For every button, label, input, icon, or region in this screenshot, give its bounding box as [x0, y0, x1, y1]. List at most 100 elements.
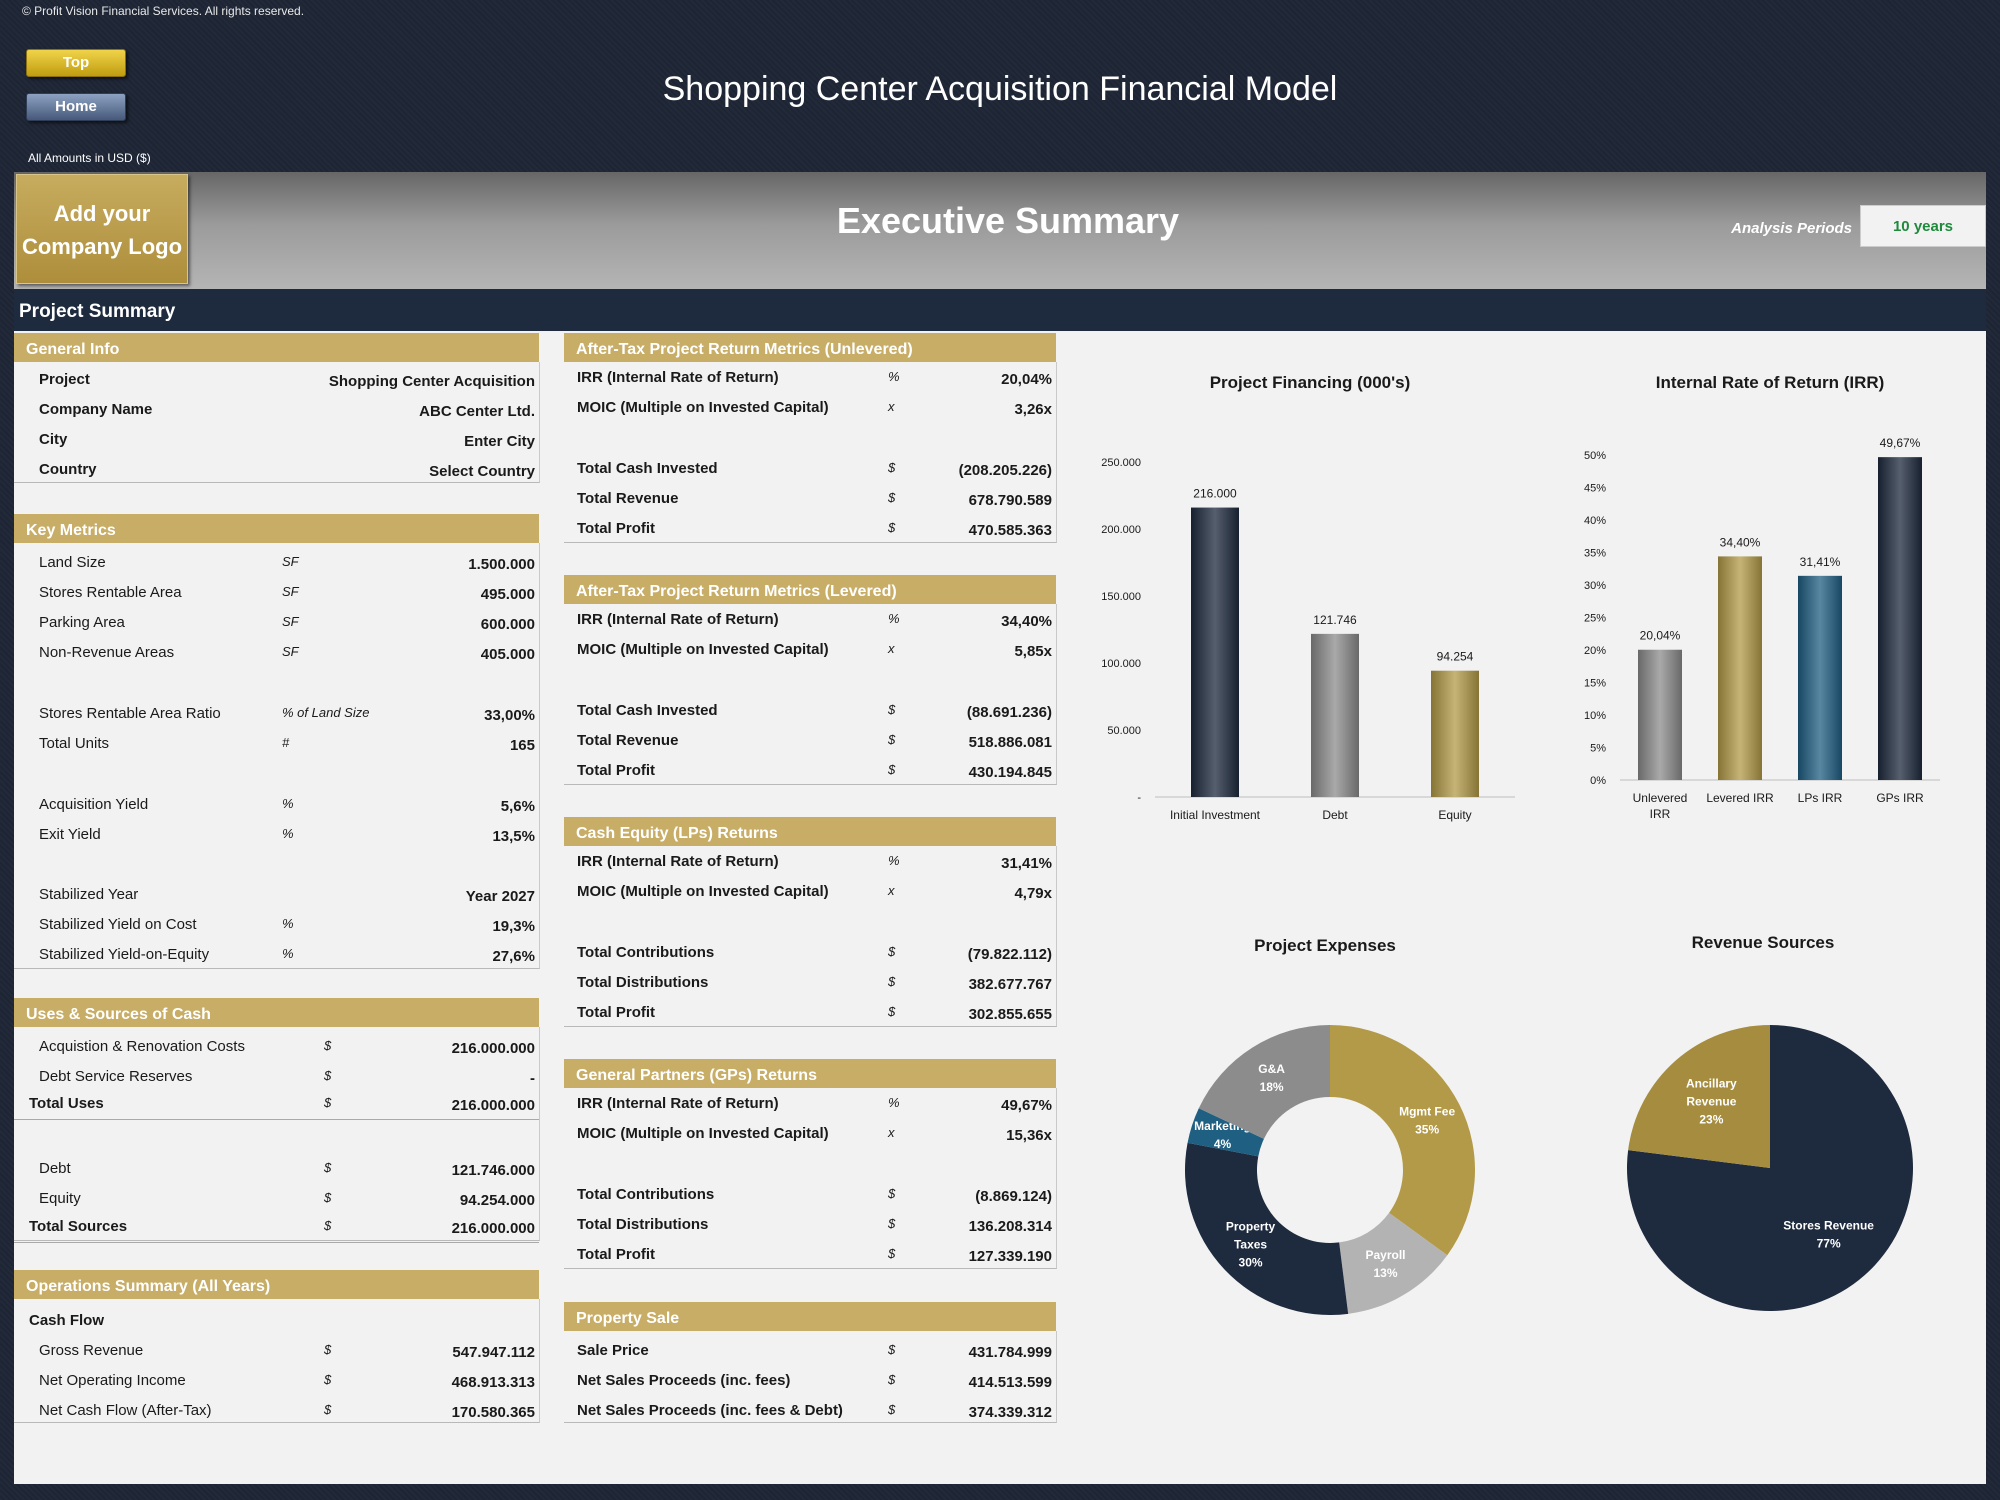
- gps-row-label: Total Contributions: [577, 1186, 715, 1203]
- analysis-periods-value[interactable]: 10 years: [1860, 205, 1986, 247]
- levered-row-value: 430.194.845: [968, 764, 1052, 781]
- slice-label: Stores Revenue: [1783, 1219, 1874, 1233]
- general-info-box: [14, 362, 540, 483]
- key-metrics-row-value: 165: [509, 737, 535, 754]
- property-sale-row-unit: $: [888, 1402, 896, 1417]
- unlevered-row-value: 678.790.589: [968, 492, 1052, 509]
- uses-sources-row-label: Equity: [39, 1190, 81, 1207]
- unlevered-row-unit: $: [888, 460, 896, 475]
- property-sale-row-label: Sale Price: [577, 1342, 649, 1359]
- uses-sources-row-unit: $: [324, 1068, 332, 1083]
- key-metrics-row-value: 1.500.000: [468, 556, 535, 573]
- key-metrics-row-unit: SF: [282, 554, 299, 569]
- slice-label: 13%: [1373, 1266, 1397, 1280]
- unlevered-header: After-Tax Project Return Metrics (Unleve…: [564, 333, 1056, 362]
- data-label: 49,67%: [1880, 436, 1921, 450]
- project-expenses-chart: Mgmt Fee35%Payroll13%PropertyTaxes30%Mar…: [1185, 1025, 1475, 1315]
- property-sale-header: Property Sale: [564, 1302, 1056, 1331]
- uses-sources-total-line: [14, 1119, 539, 1120]
- unlevered-row-label: Total Revenue: [577, 490, 679, 507]
- slice-marketing: [1187, 1108, 1264, 1157]
- general-info-row-label: City: [39, 431, 68, 448]
- key-metrics-row-value: 405.000: [480, 646, 535, 663]
- operations-row-unit: $: [324, 1402, 332, 1417]
- lps-row-label: IRR (Internal Rate of Return): [577, 853, 779, 870]
- executive-summary-title: Executive Summary: [836, 200, 1180, 241]
- uses-sources-row-label: Total Sources: [29, 1218, 128, 1235]
- key-metrics-row-label: Total Units: [39, 735, 110, 752]
- slice-label: Taxes: [1234, 1238, 1267, 1252]
- levered-row-label: MOIC (Multiple on Invested Capital): [577, 641, 829, 658]
- levered-row-unit: $: [888, 702, 896, 717]
- key-metrics-row-unit: #: [282, 735, 290, 750]
- operations-row-value: 170.580.365: [451, 1404, 535, 1421]
- unlevered-row-unit: %: [888, 369, 900, 384]
- x-tick-label: Unlevered: [1633, 791, 1688, 805]
- y-tick-label: 50.000: [1107, 725, 1141, 737]
- operations-row-unit: $: [324, 1372, 332, 1387]
- irr-chart: 0% 5% 10% 15% 20% 25% 30% 35% 40% 45% 50% 20,04% Unl…: [1584, 436, 1940, 821]
- y-tick-label: 250.000: [1101, 457, 1141, 469]
- slice-label: 4%: [1214, 1137, 1232, 1151]
- key-metrics-row-value: 27,6%: [492, 948, 535, 965]
- bar-equity: [1431, 670, 1479, 797]
- company-logo-placeholder[interactable]: Add your Company Logo: [16, 174, 188, 284]
- slice-label: Mgmt Fee: [1399, 1105, 1455, 1119]
- logo-line-2: Company Logo: [21, 234, 183, 259]
- gps-box: [564, 1088, 1057, 1269]
- y-tick-label: 100.000: [1101, 658, 1141, 670]
- bar-lps-irr: [1798, 575, 1842, 780]
- key-metrics-row-label: Stores Rentable Area: [39, 584, 182, 601]
- key-metrics-row-label: Exit Yield: [39, 826, 101, 843]
- analysis-periods-label: Analysis Periods: [1731, 220, 1852, 237]
- key-metrics-row-unit: SF: [282, 584, 299, 599]
- operations-box: [14, 1299, 540, 1423]
- operations-row-label: Net Cash Flow (After-Tax): [39, 1402, 212, 1419]
- lps-row-unit: $: [888, 974, 896, 989]
- gps-row-unit: $: [888, 1246, 896, 1261]
- y-tick-label: 200.000: [1101, 524, 1141, 536]
- project-summary-bar: [14, 289, 1986, 331]
- gps-row-unit: $: [888, 1216, 896, 1231]
- x-tick-label: Equity: [1438, 808, 1471, 822]
- key-metrics-row-value: 33,00%: [484, 707, 535, 724]
- levered-row-label: Total Profit: [577, 762, 656, 779]
- property-sale-row-unit: $: [888, 1342, 896, 1357]
- top-button[interactable]: Top: [26, 49, 126, 77]
- lps-row-unit: $: [888, 944, 896, 959]
- gps-row-label: Total Distributions: [577, 1216, 709, 1233]
- y-tick-label: 0%: [1590, 775, 1606, 787]
- property-sale-row-label: Net Sales Proceeds (inc. fees & Debt): [577, 1402, 843, 1419]
- bar-unlevered-irr: [1638, 649, 1682, 780]
- uses-sources-row-label: Debt Service Reserves: [39, 1068, 193, 1085]
- key-metrics-row-unit: % of Land Size: [282, 705, 370, 720]
- y-tick-label: -: [1137, 792, 1141, 804]
- key-metrics-row-label: Stores Rentable Area Ratio: [39, 705, 221, 722]
- unlevered-row-label: IRR (Internal Rate of Return): [577, 369, 779, 386]
- lps-row-unit: $: [888, 1004, 896, 1019]
- uses-sources-row-unit: $: [324, 1095, 332, 1110]
- data-label: 94.254: [1437, 650, 1474, 664]
- gps-row-unit: $: [888, 1186, 896, 1201]
- currency-label: All Amounts in USD ($): [28, 151, 151, 165]
- levered-row-unit: x: [888, 641, 895, 656]
- banner: [14, 172, 1986, 289]
- levered-row-label: IRR (Internal Rate of Return): [577, 611, 779, 628]
- uses-sources-row-value: 94.254.000: [459, 1192, 535, 1209]
- unlevered-row-label: Total Profit: [577, 520, 656, 537]
- bar-levered-irr: [1718, 556, 1762, 780]
- lps-row-value: (79.822.112): [967, 946, 1052, 963]
- lps-row-unit: %: [888, 853, 900, 868]
- bar-debt: [1311, 633, 1359, 797]
- home-button[interactable]: Home: [26, 93, 126, 121]
- page-title: Shopping Center Acquisition Financial Mo…: [662, 70, 1338, 108]
- property-sale-row-unit: $: [888, 1372, 896, 1387]
- unlevered-row-unit: $: [888, 520, 896, 535]
- property-sale-row-value: 374.339.312: [968, 1404, 1052, 1421]
- property-sale-box: [564, 1331, 1057, 1423]
- key-metrics-row-unit: %: [282, 946, 294, 961]
- key-metrics-row-label: Stabilized Yield-on-Equity: [39, 946, 210, 963]
- x-tick-label: LPs IRR: [1798, 791, 1843, 805]
- key-metrics-row-unit: %: [282, 796, 294, 811]
- y-tick-label: 50%: [1584, 450, 1606, 462]
